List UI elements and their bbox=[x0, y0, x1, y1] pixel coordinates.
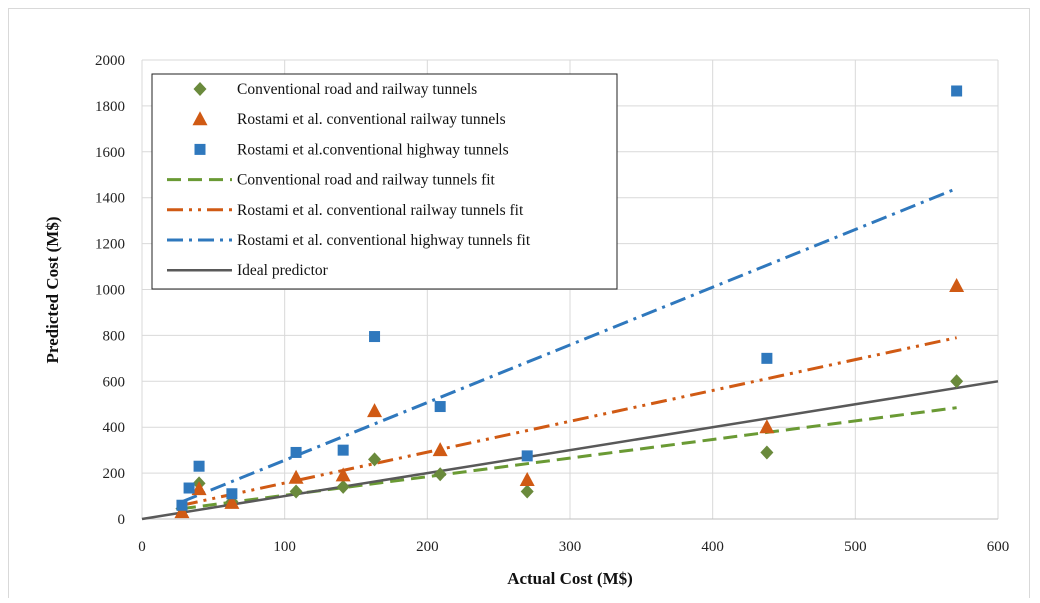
legend-marker bbox=[193, 82, 207, 96]
x-tick-label: 100 bbox=[273, 539, 296, 555]
data-points bbox=[174, 85, 965, 519]
point-triangle bbox=[759, 419, 775, 434]
series-line-4 bbox=[181, 336, 957, 507]
point-triangle bbox=[224, 494, 240, 509]
x-tick-label: 400 bbox=[701, 539, 724, 555]
point-square bbox=[951, 85, 963, 97]
point-diamond bbox=[336, 479, 350, 494]
y-tick-label: 400 bbox=[103, 420, 126, 436]
point-triangle bbox=[367, 403, 383, 418]
point-square bbox=[521, 450, 533, 462]
legend-label: Rostami et al.conventional highway tunne… bbox=[237, 141, 509, 158]
point-square bbox=[193, 460, 205, 472]
legend-label: Rostami et al. conventional railway tunn… bbox=[237, 202, 524, 219]
series-line-5 bbox=[181, 187, 958, 504]
point-square bbox=[369, 331, 381, 343]
point-square bbox=[176, 499, 188, 511]
point-diamond bbox=[368, 452, 382, 467]
y-tick-label: 1800 bbox=[95, 99, 125, 115]
series-line-6 bbox=[141, 380, 999, 521]
x-tick-label: 600 bbox=[987, 539, 1010, 555]
point-square bbox=[337, 444, 349, 456]
y-tick-label: 1200 bbox=[95, 237, 125, 253]
point-triangle bbox=[288, 469, 304, 484]
point-diamond bbox=[950, 374, 964, 389]
x-tick-label: 300 bbox=[559, 539, 582, 555]
y-tick-label: 600 bbox=[103, 374, 126, 390]
x-tick-label: 200 bbox=[416, 539, 439, 555]
legend-label: Ideal predictor bbox=[237, 262, 329, 279]
y-tick-label: 200 bbox=[103, 466, 126, 482]
y-tick-label: 800 bbox=[103, 328, 126, 344]
legend-marker bbox=[192, 111, 208, 126]
y-tick-label: 2000 bbox=[95, 53, 125, 69]
point-diamond bbox=[760, 445, 774, 460]
point-triangle bbox=[191, 481, 207, 496]
legend: Conventional road and railway tunnels Ros… bbox=[151, 73, 618, 290]
point-square bbox=[761, 352, 773, 364]
legend-label: Rostami et al. conventional railway tunn… bbox=[237, 111, 506, 128]
y-tick-label: 1600 bbox=[95, 145, 125, 161]
y-tick-label: 1000 bbox=[95, 283, 125, 299]
point-triangle bbox=[432, 442, 448, 457]
point-triangle bbox=[519, 471, 535, 486]
y-tick-label: 0 bbox=[118, 512, 126, 528]
x-tick-label: 0 bbox=[138, 539, 146, 555]
legend-marker bbox=[194, 143, 206, 155]
point-diamond bbox=[433, 467, 447, 482]
point-square bbox=[226, 488, 238, 500]
y-tick-label: 1400 bbox=[95, 191, 125, 207]
point-triangle bbox=[174, 504, 190, 519]
point-square bbox=[434, 401, 446, 413]
legend-label: Conventional road and railway tunnels bbox=[237, 81, 477, 98]
x-axis-title: Actual Cost (M$) bbox=[507, 569, 633, 588]
point-diamond bbox=[289, 484, 303, 499]
tick-labels: 0 100 200 300 400 500 600 0 200 400 600 800 1000 1200… bbox=[95, 53, 1009, 555]
y-axis-title: Predicted Cost (M$) bbox=[43, 217, 62, 364]
legend-label: Rostami et al. conventional highway tunn… bbox=[237, 232, 531, 249]
point-triangle bbox=[335, 467, 351, 482]
x-tick-label: 500 bbox=[844, 539, 867, 555]
point-diamond bbox=[520, 484, 534, 499]
legend-box bbox=[151, 73, 618, 290]
point-square bbox=[290, 446, 302, 458]
point-triangle bbox=[949, 278, 965, 293]
point-square bbox=[183, 482, 195, 494]
legend-label: Conventional road and railway tunnels fi… bbox=[237, 172, 496, 189]
fit-lines bbox=[141, 187, 999, 521]
